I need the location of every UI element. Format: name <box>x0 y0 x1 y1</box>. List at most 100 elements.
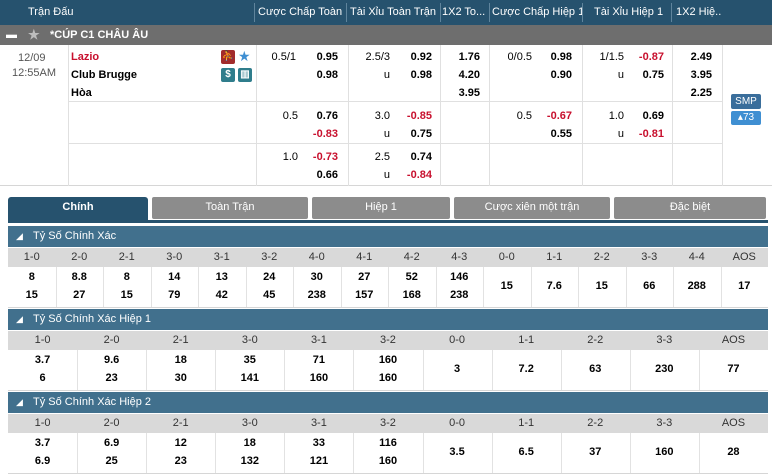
ft-hdp-away-odds[interactable]: -0.83 <box>312 128 338 140</box>
h1-1x2-home[interactable]: 2.49 <box>690 51 712 63</box>
score-odds-draw[interactable]: 7.6 <box>546 280 562 292</box>
score-odds-home[interactable]: 18 <box>174 354 187 366</box>
score-odds-draw[interactable]: 3.5 <box>449 446 465 458</box>
score-odds-away[interactable]: 6.9 <box>34 455 51 467</box>
h1-ou-under-odds[interactable]: 0.75 <box>642 69 664 81</box>
star-icon[interactable]: ★ <box>28 27 40 42</box>
h1-hdp-away-odds[interactable]: 0.90 <box>550 69 572 81</box>
score-odds-home[interactable]: 71 <box>312 354 326 366</box>
h1-ou-over-odds[interactable]: 0.69 <box>642 110 664 122</box>
h1-1x2-draw[interactable]: 2.25 <box>690 87 712 99</box>
ft-ou-under-odds[interactable]: -0.84 <box>406 169 432 181</box>
ft-ou-under-odds[interactable]: 0.75 <box>410 128 432 140</box>
score-odds-draw[interactable]: 17 <box>738 280 751 292</box>
score-odds-home[interactable]: 24 <box>263 271 276 283</box>
score-odds-away[interactable]: 79 <box>168 289 181 301</box>
score-odds-home[interactable]: 8 <box>123 271 130 283</box>
away-team[interactable]: Club Brugge <box>71 69 137 81</box>
score-odds-home[interactable]: 14 <box>168 271 181 283</box>
section-correct-score-h2[interactable]: ◢ Tỷ Số Chính Xác Hiệp 2 <box>8 392 768 413</box>
score-odds-away[interactable]: 238 <box>450 289 469 301</box>
ft-ou-under-odds[interactable]: 0.98 <box>410 69 432 81</box>
score-odds-home[interactable]: 6.9 <box>103 437 120 449</box>
score-odds-away[interactable]: 27 <box>73 289 86 301</box>
odds-money-icon[interactable]: $ <box>221 68 235 82</box>
score-odds-draw[interactable]: 288 <box>687 280 706 292</box>
score-odds-home[interactable]: 18 <box>243 437 256 449</box>
ft-1x2-draw[interactable]: 3.95 <box>458 87 480 99</box>
ft-ou-over-odds[interactable]: 0.92 <box>410 51 432 63</box>
score-odds-away[interactable]: 25 <box>105 455 118 467</box>
tab-main[interactable]: Chính <box>8 197 148 222</box>
score-odds-draw[interactable]: 63 <box>589 363 602 375</box>
tab-same-game-parlay[interactable]: Cược xiên một trận <box>454 197 610 219</box>
score-odds-away[interactable]: 160 <box>378 372 398 384</box>
score-odds-away[interactable]: 157 <box>355 289 374 301</box>
ft-hdp-home-odds[interactable]: 0.95 <box>316 51 338 63</box>
score-odds-away[interactable]: 6 <box>39 372 46 384</box>
score-odds-away[interactable]: 121 <box>309 455 329 467</box>
ft-hdp-home-odds[interactable]: -0.73 <box>312 151 338 163</box>
score-odds-draw[interactable]: 7.2 <box>518 363 534 375</box>
score-odds-draw[interactable]: 6.5 <box>518 446 534 458</box>
more-bets-button[interactable]: ▴73 <box>731 111 761 125</box>
section-correct-score[interactable]: ◢ Tỷ Số Chính Xác <box>8 226 768 247</box>
expand-arrow-icon[interactable]: ◢ <box>16 231 23 241</box>
score-odds-home[interactable]: 160 <box>378 354 398 366</box>
lineup-icon[interactable]: ⛹ <box>221 50 235 64</box>
score-odds-away[interactable]: 132 <box>240 455 259 467</box>
score-odds-away[interactable]: 23 <box>105 372 118 384</box>
tab-first-half[interactable]: Hiệp 1 <box>312 197 450 219</box>
score-odds-home[interactable]: 3.7 <box>34 354 51 366</box>
score-odds-away[interactable]: 42 <box>215 289 228 301</box>
score-odds-draw[interactable]: 15 <box>500 280 513 292</box>
home-team[interactable]: Lazio <box>71 51 100 63</box>
score-odds-home[interactable]: 8 <box>28 271 35 283</box>
ft-ou-over-odds[interactable]: 0.74 <box>410 151 432 163</box>
score-odds-away[interactable]: 23 <box>174 455 187 467</box>
score-odds-away[interactable]: 160 <box>378 455 398 467</box>
score-odds-away[interactable]: 238 <box>307 289 326 301</box>
score-odds-home[interactable]: 30 <box>310 271 323 283</box>
section-correct-score-h1[interactable]: ◢ Tỷ Số Chính Xác Hiệp 1 <box>8 309 768 330</box>
smp-button[interactable]: SMP <box>731 94 761 109</box>
stats-chart-icon[interactable]: ▥ <box>238 68 252 82</box>
h1-hdp-away-odds[interactable]: 0.55 <box>550 128 572 140</box>
score-odds-home[interactable]: 3.7 <box>34 437 51 449</box>
score-odds-away[interactable]: 168 <box>402 289 421 301</box>
score-odds-draw[interactable]: 160 <box>655 446 674 458</box>
score-odds-home[interactable]: 9.6 <box>103 354 120 366</box>
h1-hdp-home-odds[interactable]: -0.67 <box>546 110 572 122</box>
score-odds-home[interactable]: 52 <box>405 271 418 283</box>
score-odds-draw[interactable]: 28 <box>727 446 740 458</box>
score-odds-draw[interactable]: 230 <box>655 363 674 375</box>
score-odds-home[interactable]: 33 <box>312 437 326 449</box>
collapse-icon[interactable]: ▬ <box>6 29 17 41</box>
score-odds-draw[interactable]: 15 <box>595 280 608 292</box>
score-odds-draw[interactable]: 66 <box>643 280 656 292</box>
tab-special[interactable]: Đặc biệt <box>614 197 766 219</box>
ft-hdp-away-odds[interactable]: 0.98 <box>316 69 338 81</box>
score-odds-away[interactable]: 141 <box>240 372 259 384</box>
score-odds-home[interactable]: 116 <box>379 437 397 449</box>
ft-hdp-away-odds[interactable]: 0.66 <box>316 169 338 181</box>
ft-hdp-home-odds[interactable]: 0.76 <box>316 110 338 122</box>
score-odds-home[interactable]: 8.8 <box>71 271 87 283</box>
expand-arrow-icon[interactable]: ◢ <box>16 397 23 407</box>
ft-1x2-away[interactable]: 4.20 <box>458 69 480 81</box>
score-odds-away[interactable]: 15 <box>25 289 38 301</box>
score-odds-draw[interactable]: 3 <box>454 363 461 375</box>
h1-ou-under-odds[interactable]: -0.81 <box>638 128 664 140</box>
score-odds-home[interactable]: 27 <box>358 271 371 283</box>
score-odds-home[interactable]: 12 <box>174 437 187 449</box>
score-odds-draw[interactable]: 77 <box>727 363 740 375</box>
score-odds-away[interactable]: 160 <box>309 372 329 384</box>
favorite-star-icon[interactable]: ★ <box>238 48 251 64</box>
score-odds-home[interactable]: 13 <box>215 271 228 283</box>
league-row[interactable]: ▬ ★ *CÚP C1 CHÂU ÂU <box>0 25 772 45</box>
tab-full-match[interactable]: Toàn Trận <box>152 197 308 219</box>
h1-1x2-away[interactable]: 3.95 <box>690 69 712 81</box>
h1-ou-over-odds[interactable]: -0.87 <box>638 51 664 63</box>
score-odds-draw[interactable]: 37 <box>589 446 602 458</box>
expand-arrow-icon[interactable]: ◢ <box>16 314 23 324</box>
